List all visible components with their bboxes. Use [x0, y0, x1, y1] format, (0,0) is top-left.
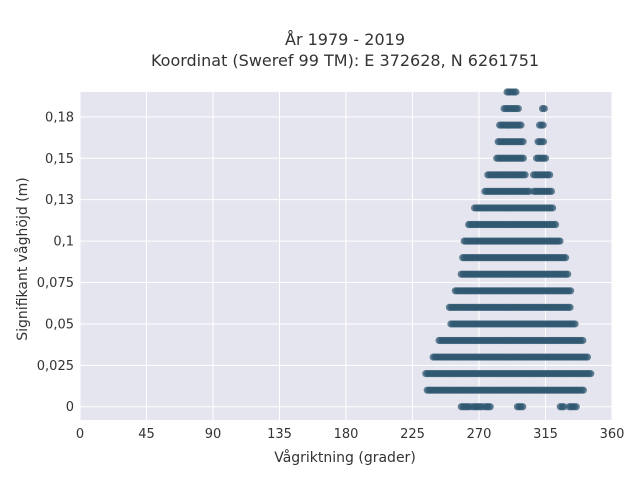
- data-point: [539, 121, 547, 129]
- data-point: [519, 138, 527, 146]
- x-tick-label: 0: [76, 427, 84, 442]
- data-point: [551, 220, 560, 229]
- y-tick-label: 0,1: [53, 235, 74, 250]
- y-tick-label: 0,025: [37, 359, 74, 374]
- x-axis-label: Vågriktning (grader): [274, 449, 416, 466]
- data-point: [546, 171, 554, 179]
- data-point: [556, 237, 564, 245]
- data-points: [422, 88, 595, 411]
- data-point: [562, 254, 570, 262]
- data-point: [541, 154, 550, 162]
- chart-title: År 1979 - 2019: [285, 30, 405, 49]
- y-tick-label: 0,05: [45, 317, 74, 332]
- y-tick-label: 0,075: [37, 276, 74, 291]
- data-point: [572, 403, 580, 411]
- y-tick-label: 0,15: [45, 152, 74, 167]
- x-tick-labels: 0 45 90 135 180 225 270 315 360: [76, 427, 625, 442]
- data-point: [564, 270, 572, 278]
- data-point: [512, 88, 520, 96]
- y-axis-label: Signifikant våghöjd (m): [14, 177, 31, 340]
- x-tick-label: 270: [467, 427, 492, 442]
- y-tick-labels: 0 0,025 0,05 0,075 0,1 0,13 0,15 0,18: [37, 110, 74, 415]
- x-tick-label: 360: [600, 427, 625, 442]
- data-point: [583, 353, 592, 361]
- data-point: [486, 403, 494, 411]
- data-point: [566, 303, 574, 311]
- x-tick-label: 135: [267, 427, 292, 442]
- x-tick-label: 90: [205, 427, 222, 442]
- data-point: [567, 287, 575, 295]
- data-point: [539, 138, 548, 146]
- data-point: [540, 104, 548, 113]
- data-point: [547, 187, 556, 195]
- y-tick-label: 0,18: [45, 110, 74, 125]
- data-point: [519, 403, 527, 411]
- x-tick-label: 45: [138, 427, 155, 442]
- x-tick-label: 225: [400, 427, 425, 442]
- data-point: [521, 171, 529, 179]
- y-tick-label: 0,13: [45, 193, 74, 208]
- x-tick-label: 180: [334, 427, 359, 442]
- data-point: [514, 104, 522, 113]
- y-tick-label: 0: [66, 400, 74, 415]
- chart-subtitle: Koordinat (Sweref 99 TM): E 372628, N 62…: [151, 51, 539, 70]
- data-point: [560, 403, 568, 411]
- data-point: [571, 320, 579, 328]
- data-point: [517, 121, 525, 129]
- x-tick-label: 315: [533, 427, 558, 442]
- data-point: [519, 154, 527, 162]
- data-point: [579, 336, 587, 345]
- data-point: [587, 370, 595, 378]
- data-point: [548, 204, 557, 212]
- data-point: [579, 386, 587, 394]
